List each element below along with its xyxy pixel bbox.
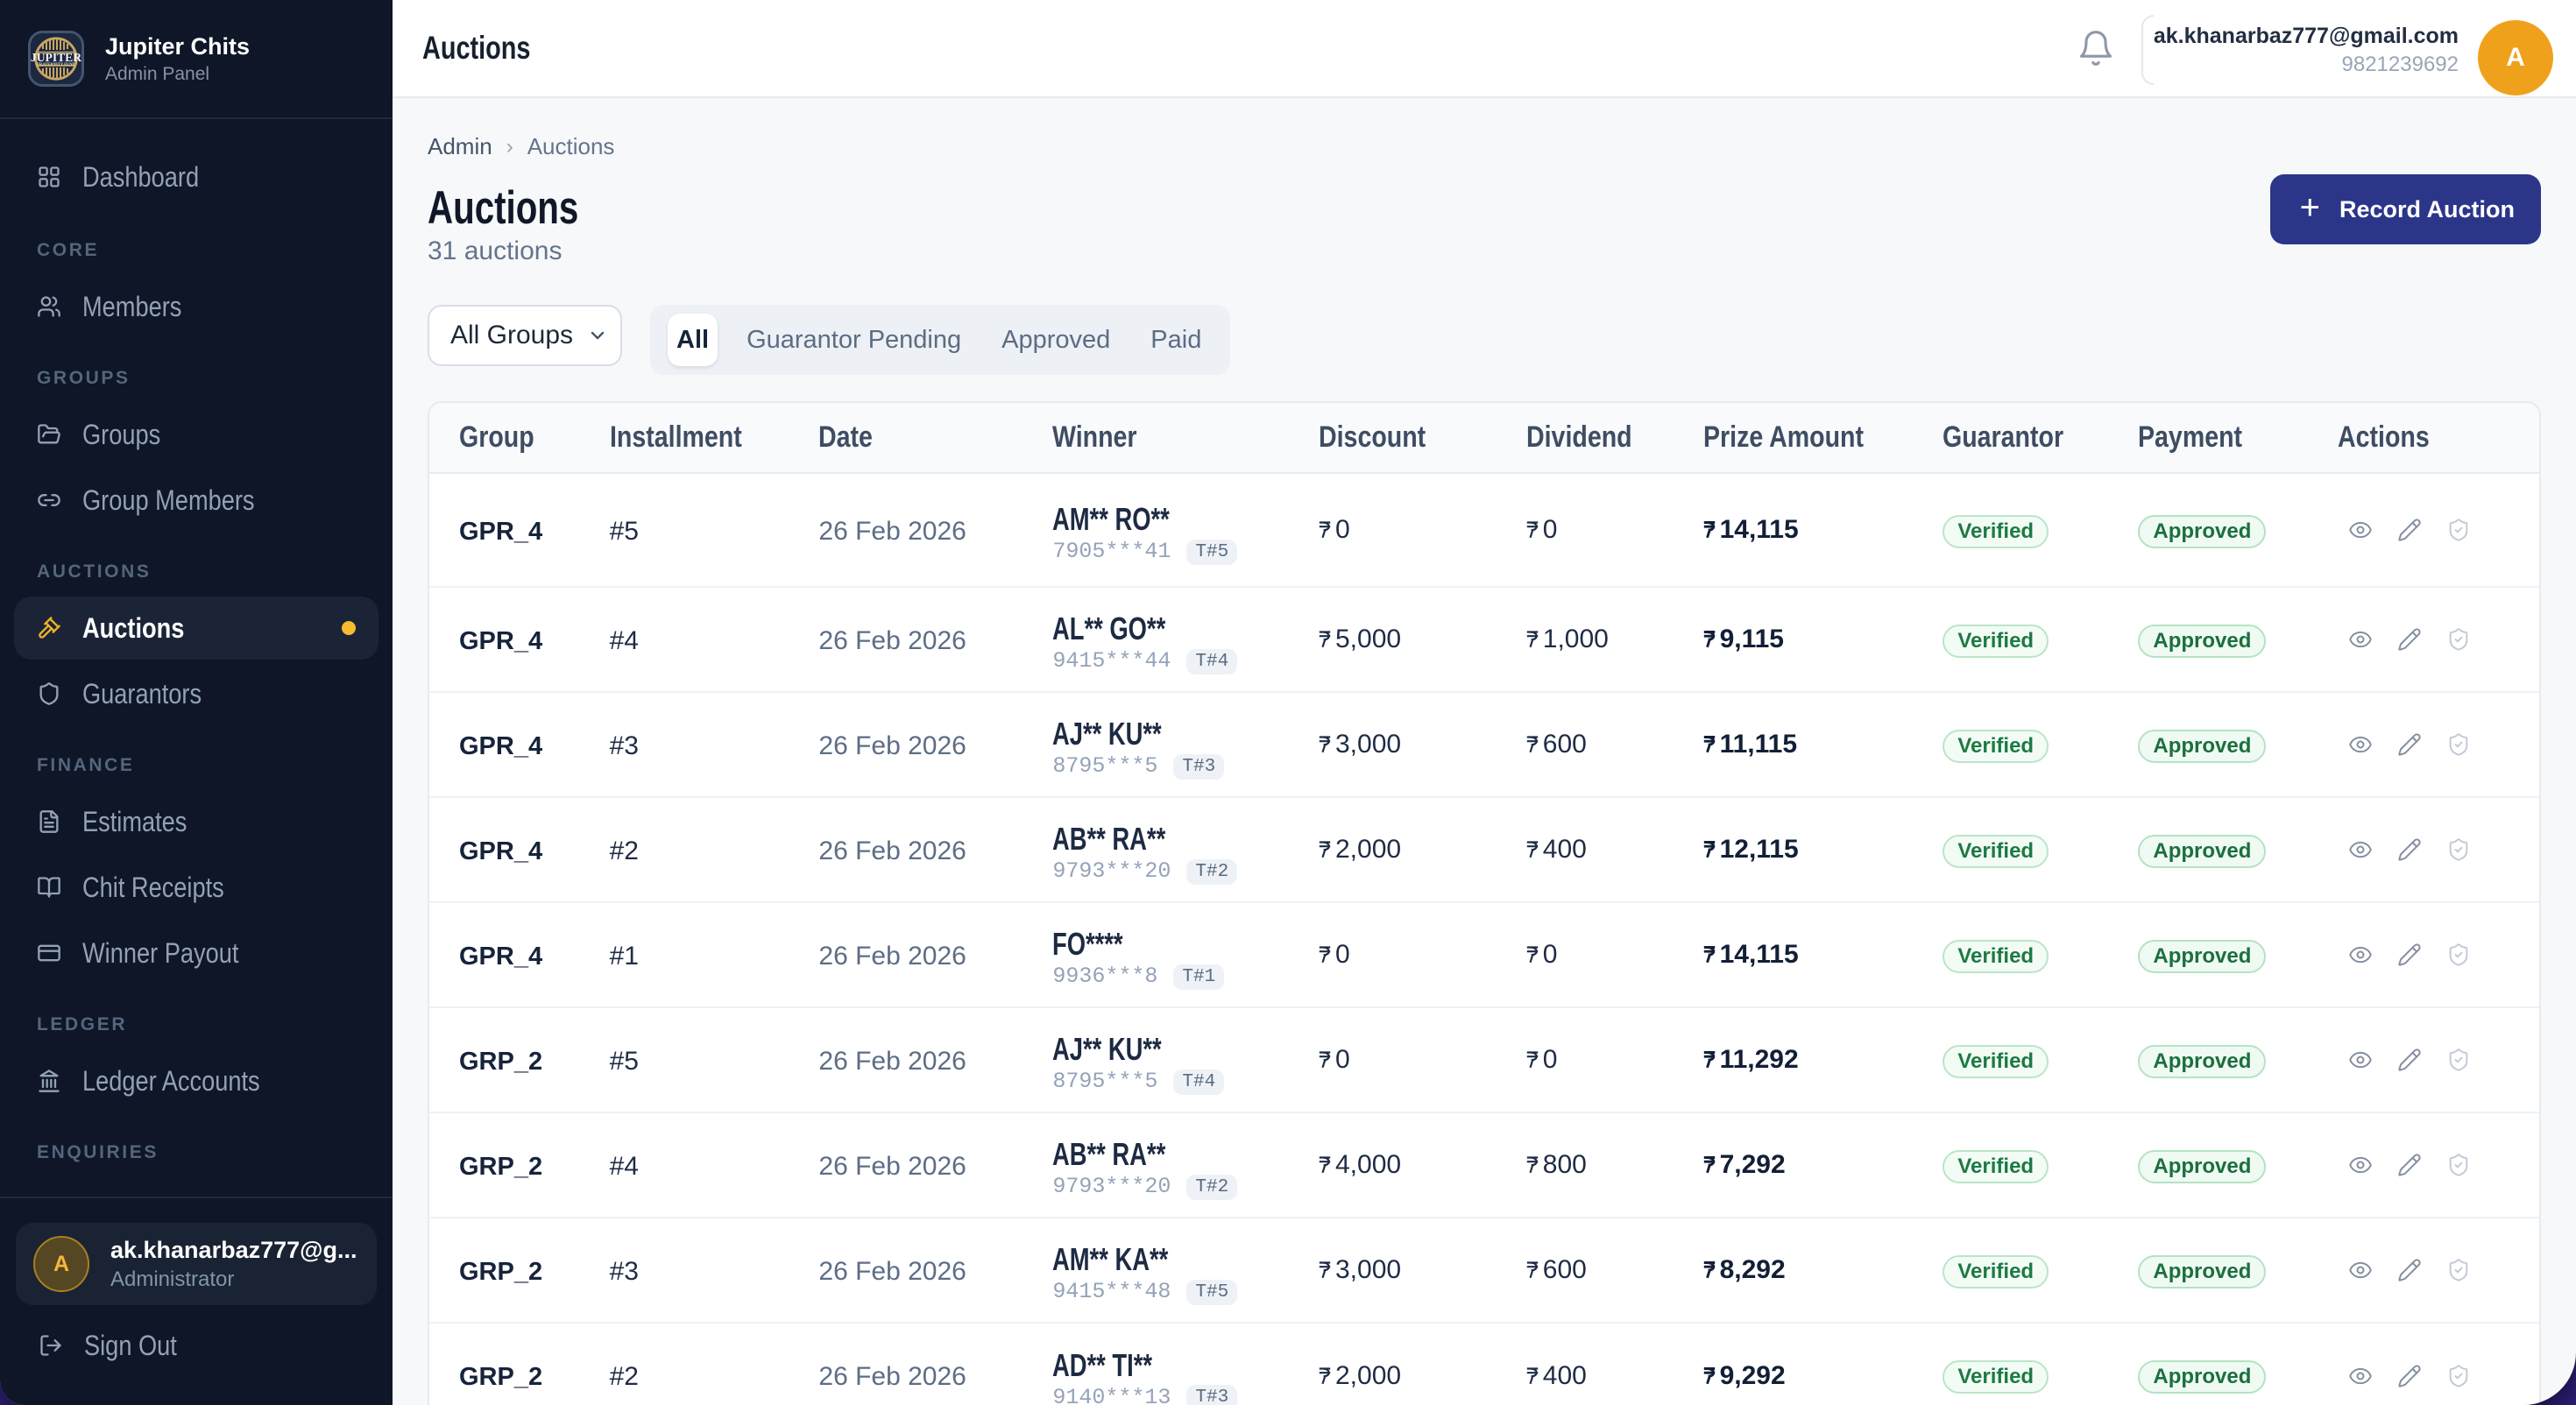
svg-text:JUPITER: JUPITER xyxy=(31,51,81,64)
svg-text:FRATERNITY FUND: FRATERNITY FUND xyxy=(37,61,75,66)
